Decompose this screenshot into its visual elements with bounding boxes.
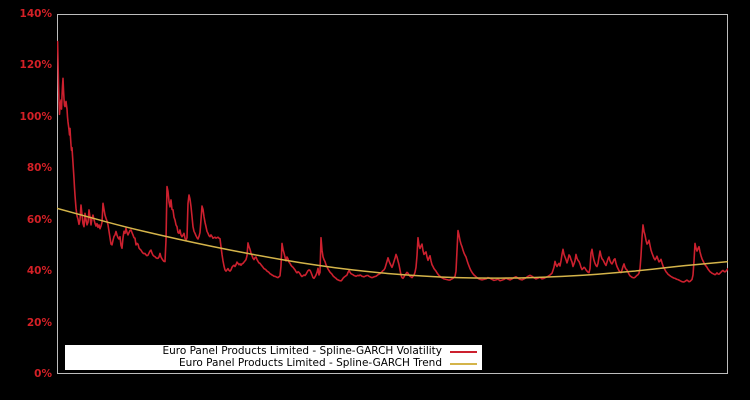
plot-border <box>57 14 728 374</box>
y-tick-label: 0% <box>34 368 52 380</box>
y-axis: 140% 120% 100% 80% 60% 40% 20% 0% <box>0 0 52 400</box>
y-tick-label: 80% <box>26 162 52 175</box>
trend-line <box>57 207 728 279</box>
y-tick-label: 140% <box>19 8 52 20</box>
y-tick-label: 100% <box>19 110 52 123</box>
y-tick-label: 120% <box>19 59 52 72</box>
legend-label: Euro Panel Products Limited - Spline-GAR… <box>162 345 442 357</box>
volatility-line-sample <box>450 350 477 353</box>
legend: Euro Panel Products Limited - Spline-GAR… <box>65 345 482 370</box>
y-tick-label: 40% <box>26 265 52 278</box>
legend-label: Euro Panel Products Limited - Spline-GAR… <box>179 357 442 369</box>
plot-area <box>57 14 728 374</box>
volatility-line <box>57 40 728 283</box>
legend-entry: Euro Panel Products Limited - Spline-GAR… <box>65 346 482 357</box>
trend-line-sample <box>450 362 477 365</box>
y-tick-label: 20% <box>26 316 52 329</box>
y-tick-label: 60% <box>26 213 52 226</box>
legend-entry: Euro Panel Products Limited - Spline-GAR… <box>65 358 482 369</box>
